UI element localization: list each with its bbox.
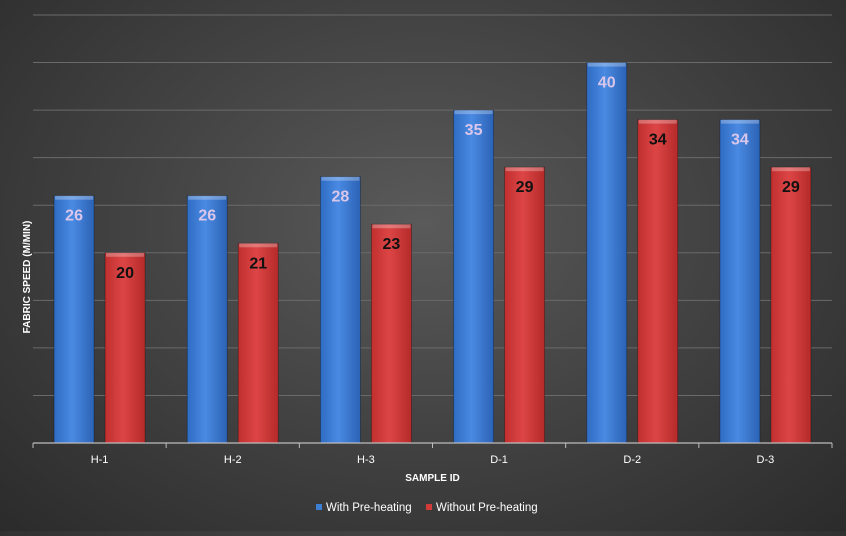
x-axis-title: SAMPLE ID (405, 473, 459, 484)
bar-D-1-without-pre-heating (504, 166, 545, 444)
data-label: 26 (65, 208, 83, 225)
x-tick-label: D-2 (623, 454, 641, 466)
bar-highlight (106, 252, 145, 257)
bar-H-1-with-pre-heating (53, 195, 95, 444)
bar-highlight (55, 195, 94, 200)
legend-swatch-without-pre-heating (426, 504, 432, 510)
data-label: 35 (465, 122, 483, 139)
gridlines (33, 14, 832, 396)
data-label: 34 (649, 132, 667, 149)
bar-highlight (587, 62, 626, 67)
x-tick-label: D-1 (490, 454, 508, 466)
data-labels: 26 20 26 21 28 23 35 29 40 34 34 29 (65, 75, 800, 282)
bar-highlight (188, 195, 227, 200)
data-label: 28 (332, 189, 350, 206)
bars (53, 62, 812, 444)
data-label: 23 (383, 236, 401, 253)
bar-highlight (720, 119, 759, 124)
data-label: 20 (116, 265, 134, 282)
bar-D-2-with-pre-heating (586, 62, 628, 444)
bar-highlight (454, 110, 493, 115)
axes: H-1 H-2 H-3 D-1 D-2 D-3 (32, 442, 833, 466)
bar-highlight (321, 176, 360, 181)
data-label: 40 (598, 75, 616, 92)
x-tick-label: D-3 (757, 454, 775, 466)
x-tick-label: H-2 (224, 454, 242, 466)
bar-H-3-with-pre-heating (320, 176, 361, 444)
bar-H-1-without-pre-heating (104, 252, 146, 444)
x-tick-label: H-1 (91, 454, 109, 466)
bar-H-3-without-pre-heating (371, 223, 412, 444)
bar-D-1-with-pre-heating (453, 109, 494, 444)
bar-highlight (638, 119, 677, 124)
bar-D-3-with-pre-heating (719, 119, 761, 444)
data-label: 26 (198, 208, 216, 225)
x-tick-label: H-3 (357, 454, 375, 466)
bar-D-2-without-pre-heating (637, 119, 679, 444)
bar-highlight (771, 167, 810, 172)
bar-highlight (372, 224, 411, 229)
bar-H-2-without-pre-heating (237, 242, 279, 444)
data-label: 29 (516, 179, 534, 196)
legend: With Pre-heating Without Pre-heating (316, 502, 538, 514)
data-label: 34 (731, 132, 749, 149)
legend-label: Without Pre-heating (436, 502, 538, 514)
bar-highlight (505, 167, 544, 172)
bar-H-2-with-pre-heating (186, 195, 228, 444)
bar-highlight (239, 243, 278, 248)
y-axis-title: FABRIC SPEED (M/MIN) (22, 221, 33, 334)
data-label: 21 (249, 255, 267, 272)
bar-D-3-without-pre-heating (770, 166, 812, 444)
legend-label: With Pre-heating (326, 502, 412, 514)
legend-swatch-with-pre-heating (316, 504, 322, 510)
data-label: 29 (782, 179, 800, 196)
